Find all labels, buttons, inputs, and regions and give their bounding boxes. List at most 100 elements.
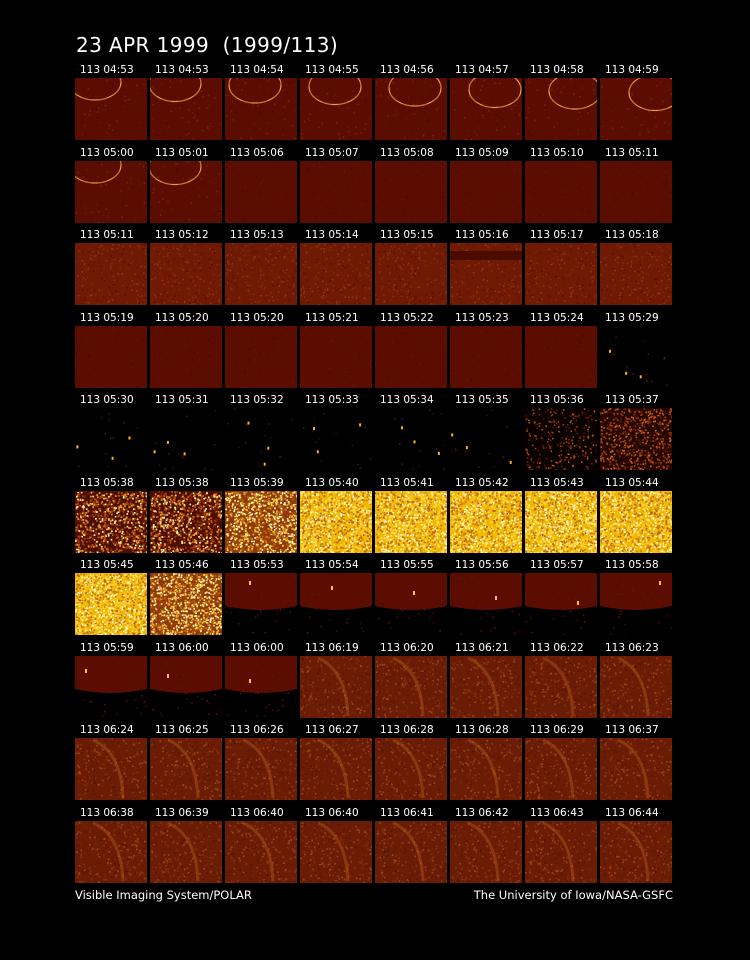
frame-image xyxy=(150,655,222,718)
image-frame: 113 05:41 xyxy=(374,477,449,559)
image-frame: 113 05:17 xyxy=(524,229,599,311)
image-frame: 113 06:23 xyxy=(599,642,674,724)
frame-image xyxy=(600,160,672,223)
frame-timestamp: 113 05:30 xyxy=(80,394,134,407)
frame-image xyxy=(525,408,597,470)
frame-image xyxy=(450,160,522,223)
frame-image xyxy=(375,820,447,883)
frame-image xyxy=(600,573,672,635)
frame-image xyxy=(375,655,447,718)
frame-timestamp: 113 04:53 xyxy=(155,64,209,77)
frame-timestamp: 113 05:21 xyxy=(305,312,359,325)
frame-image xyxy=(225,738,297,800)
frame-image xyxy=(225,820,297,883)
frame-image xyxy=(600,408,672,470)
image-frame: 113 04:58 xyxy=(524,64,599,146)
image-frame: 113 05:23 xyxy=(449,312,524,394)
image-frame: 113 05:33 xyxy=(299,394,374,476)
image-frame: 113 06:39 xyxy=(149,807,224,889)
image-frame: 113 05:10 xyxy=(524,147,599,229)
frame-image xyxy=(525,490,597,553)
frame-image xyxy=(450,408,522,470)
frame-image xyxy=(225,325,297,388)
frame-timestamp: 113 05:33 xyxy=(305,394,359,407)
image-frame: 113 05:22 xyxy=(374,312,449,394)
image-frame: 113 05:46 xyxy=(149,559,224,641)
frame-image xyxy=(150,490,222,553)
frame-timestamp: 113 05:16 xyxy=(455,229,509,242)
image-frame: 113 05:40 xyxy=(299,477,374,559)
frame-timestamp: 113 05:07 xyxy=(305,147,359,160)
frame-timestamp: 113 04:54 xyxy=(230,64,284,77)
image-frame: 113 06:21 xyxy=(449,642,524,724)
frame-image xyxy=(525,78,597,140)
frame-image xyxy=(600,490,672,553)
frame-image xyxy=(75,243,147,305)
frame-timestamp: 113 05:42 xyxy=(455,477,509,490)
frame-image xyxy=(75,820,147,883)
frame-timestamp: 113 06:41 xyxy=(380,807,434,820)
frame-timestamp: 113 05:18 xyxy=(605,229,659,242)
image-frame: 113 05:31 xyxy=(149,394,224,476)
frame-timestamp: 113 06:25 xyxy=(155,724,209,737)
image-frame: 113 06:44 xyxy=(599,807,674,889)
image-frame: 113 05:45 xyxy=(74,559,149,641)
frame-image xyxy=(225,408,297,470)
frame-image xyxy=(300,655,372,718)
image-frame: 113 05:55 xyxy=(374,559,449,641)
image-frame: 113 05:38 xyxy=(149,477,224,559)
frame-timestamp: 113 06:38 xyxy=(80,807,134,820)
image-frame: 113 05:57 xyxy=(524,559,599,641)
image-frame: 113 04:59 xyxy=(599,64,674,146)
image-frame: 113 05:20 xyxy=(224,312,299,394)
frame-timestamp: 113 06:21 xyxy=(455,642,509,655)
frame-timestamp: 113 06:40 xyxy=(305,807,359,820)
frame-timestamp: 113 05:53 xyxy=(230,559,284,572)
frame-timestamp: 113 06:29 xyxy=(530,724,584,737)
image-frame: 113 05:36 xyxy=(524,394,599,476)
frame-timestamp: 113 05:37 xyxy=(605,394,659,407)
frame-image xyxy=(225,573,297,635)
frame-timestamp: 113 06:22 xyxy=(530,642,584,655)
frame-timestamp: 113 05:31 xyxy=(155,394,209,407)
frame-timestamp: 113 06:28 xyxy=(380,724,434,737)
frame-timestamp: 113 04:53 xyxy=(80,64,134,77)
frame-image xyxy=(300,408,372,470)
frame-image xyxy=(375,573,447,635)
image-frame: 113 06:42 xyxy=(449,807,524,889)
frame-timestamp: 113 05:46 xyxy=(155,559,209,572)
frame-timestamp: 113 06:28 xyxy=(455,724,509,737)
image-frame: 113 05:44 xyxy=(599,477,674,559)
image-frame: 113 05:18 xyxy=(599,229,674,311)
frame-image xyxy=(300,78,372,140)
frame-timestamp: 113 05:40 xyxy=(305,477,359,490)
frame-image xyxy=(525,325,597,388)
frame-image xyxy=(300,490,372,553)
frame-timestamp: 113 06:39 xyxy=(155,807,209,820)
frame-image xyxy=(525,655,597,718)
frame-image xyxy=(300,160,372,223)
frame-timestamp: 113 06:43 xyxy=(530,807,584,820)
frame-timestamp: 113 05:17 xyxy=(530,229,584,242)
frame-image xyxy=(450,573,522,635)
image-frame: 113 05:08 xyxy=(374,147,449,229)
frame-image xyxy=(600,655,672,718)
frame-timestamp: 113 06:40 xyxy=(230,807,284,820)
image-frame: 113 05:12 xyxy=(149,229,224,311)
frame-timestamp: 113 05:20 xyxy=(155,312,209,325)
frame-image xyxy=(150,408,222,470)
image-frame: 113 05:59 xyxy=(74,642,149,724)
image-frame: 113 06:40 xyxy=(299,807,374,889)
frame-image xyxy=(525,738,597,800)
frame-image xyxy=(375,325,447,388)
frame-image xyxy=(150,243,222,305)
frame-image xyxy=(225,78,297,140)
frame-timestamp: 113 05:43 xyxy=(530,477,584,490)
frame-timestamp: 113 05:59 xyxy=(80,642,134,655)
frame-timestamp: 113 05:32 xyxy=(230,394,284,407)
image-frame: 113 04:54 xyxy=(224,64,299,146)
image-frame: 113 05:38 xyxy=(74,477,149,559)
frame-image xyxy=(150,738,222,800)
frame-timestamp: 113 06:26 xyxy=(230,724,284,737)
frame-image xyxy=(450,78,522,140)
